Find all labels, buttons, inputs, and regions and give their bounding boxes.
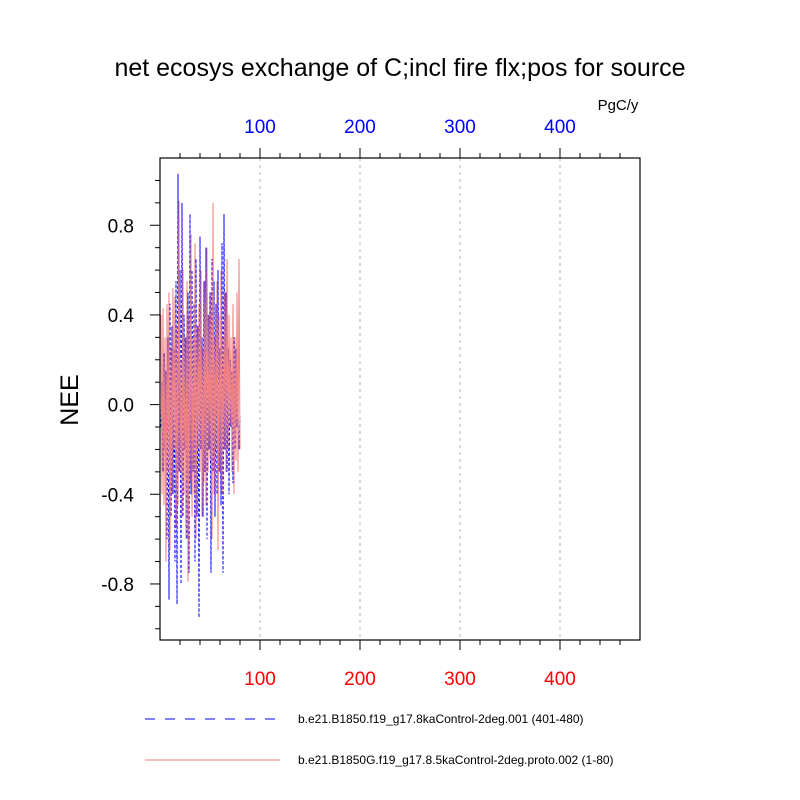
x-tick-label-top: 400 — [544, 117, 576, 138]
axes: 100 100 200 200 300 300 400 400 -0.8 -0.4 0.0 0.4 0.… — [101, 117, 641, 690]
x-tick-label-bottom: 100 — [244, 669, 276, 690]
x-tick-label-bottom: 400 — [544, 669, 576, 690]
legend-label-2: b.e21.B1850G.f19_g17.8.5kaControl-2deg.p… — [298, 753, 614, 767]
x-tick-label-top: 100 — [244, 117, 276, 138]
y-tick-label: 0.8 — [108, 216, 134, 237]
units-label: PgC/y — [598, 97, 639, 114]
series-line-2 — [160, 200, 241, 582]
x-tick-label-bottom: 300 — [444, 669, 476, 690]
legend-label-1: b.e21.B1850.f19_g17.8kaControl-2deg.001 … — [298, 712, 584, 726]
y-tick-label: 0.4 — [108, 306, 135, 327]
y-axis-label: NEE — [56, 374, 84, 425]
grid-lines — [259, 158, 561, 640]
y-tick-label: -0.8 — [101, 575, 134, 596]
chart-title: net ecosys exchange of C;incl fire flx;p… — [114, 54, 685, 82]
legend: b.e21.B1850.f19_g17.8kaControl-2deg.001 … — [145, 712, 614, 767]
x-tick-label-top: 300 — [444, 117, 476, 138]
series-layer — [160, 173, 241, 618]
x-tick-label-bottom: 200 — [344, 669, 376, 690]
y-tick-label: -0.4 — [101, 485, 134, 506]
x-tick-label-top: 200 — [344, 117, 376, 138]
y-tick-label: 0.0 — [108, 396, 134, 417]
